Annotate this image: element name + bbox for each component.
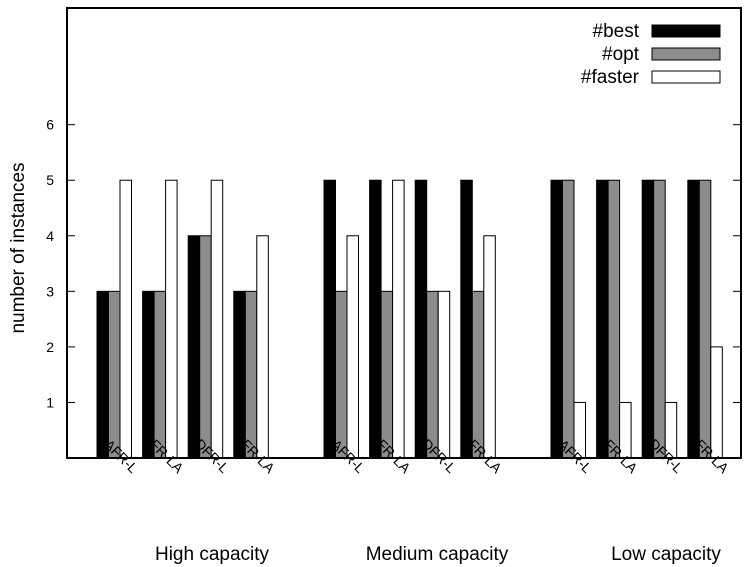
legend-label: #opt <box>602 44 640 65</box>
y-axis-label: number of instances <box>8 162 29 333</box>
bar-best-afr-l <box>96 290 109 459</box>
y-tick-label: 5 <box>46 172 54 188</box>
bar-faster-dfr-la <box>483 235 496 459</box>
group-label: Low capacity <box>611 544 721 565</box>
group-label: Medium capacity <box>366 544 509 565</box>
bar-best-dfr-la <box>687 179 700 459</box>
bar-faster-afr-l <box>346 235 359 459</box>
bar-faster-dfr-la <box>256 235 269 459</box>
bar-opt-afr-l <box>335 290 348 459</box>
bar-opt-dfr-l <box>426 290 439 459</box>
bar-opt-afr-la <box>607 179 621 459</box>
y-ticks: 1 2 3 4 5 6 <box>46 117 741 410</box>
legend-swatch <box>651 70 721 84</box>
bars-layer <box>96 179 723 459</box>
legend-label: #best <box>593 21 640 42</box>
bar-best-dfr-la <box>460 179 473 459</box>
plot-frame <box>66 7 742 459</box>
legend: #best#opt#faster <box>581 21 721 88</box>
group-labels: High capacity Medium capacity Low capacity <box>155 544 721 565</box>
bar-opt-dfr-l <box>653 179 666 459</box>
bar-best-dfr-l <box>414 179 428 459</box>
group-label: High capacity <box>155 544 270 565</box>
bar-best-dfr-l <box>187 235 201 459</box>
y-tick-label: 1 <box>46 394 54 410</box>
bar-best-afr-la <box>369 179 382 459</box>
y-tick-label: 2 <box>46 339 54 355</box>
bar-faster-afr-l <box>119 179 132 459</box>
bar-opt-dfr-l <box>199 235 212 459</box>
bar-faster-dfr-l <box>210 179 224 459</box>
legend-swatch <box>651 47 721 61</box>
bar-best-afr-l <box>323 179 336 459</box>
legend-label: #faster <box>581 67 640 88</box>
bar-best-dfr-l <box>641 179 655 459</box>
bar-best-afr-la <box>596 179 609 459</box>
y-tick-label: 4 <box>46 228 54 244</box>
bar-opt-afr-l <box>562 179 575 459</box>
y-tick-label: 6 <box>46 117 54 133</box>
legend-swatch <box>651 24 721 38</box>
bar-faster-dfr-l <box>437 290 451 459</box>
bar-opt-afr-l <box>108 290 121 459</box>
bar-faster-afr-la <box>165 179 178 459</box>
bar-faster-dfr-la <box>710 346 723 459</box>
y-tick-label: 3 <box>46 283 54 299</box>
bar-best-afr-l <box>550 179 563 459</box>
bar-opt-dfr-la <box>698 179 712 459</box>
bar-faster-afr-la <box>392 179 405 459</box>
